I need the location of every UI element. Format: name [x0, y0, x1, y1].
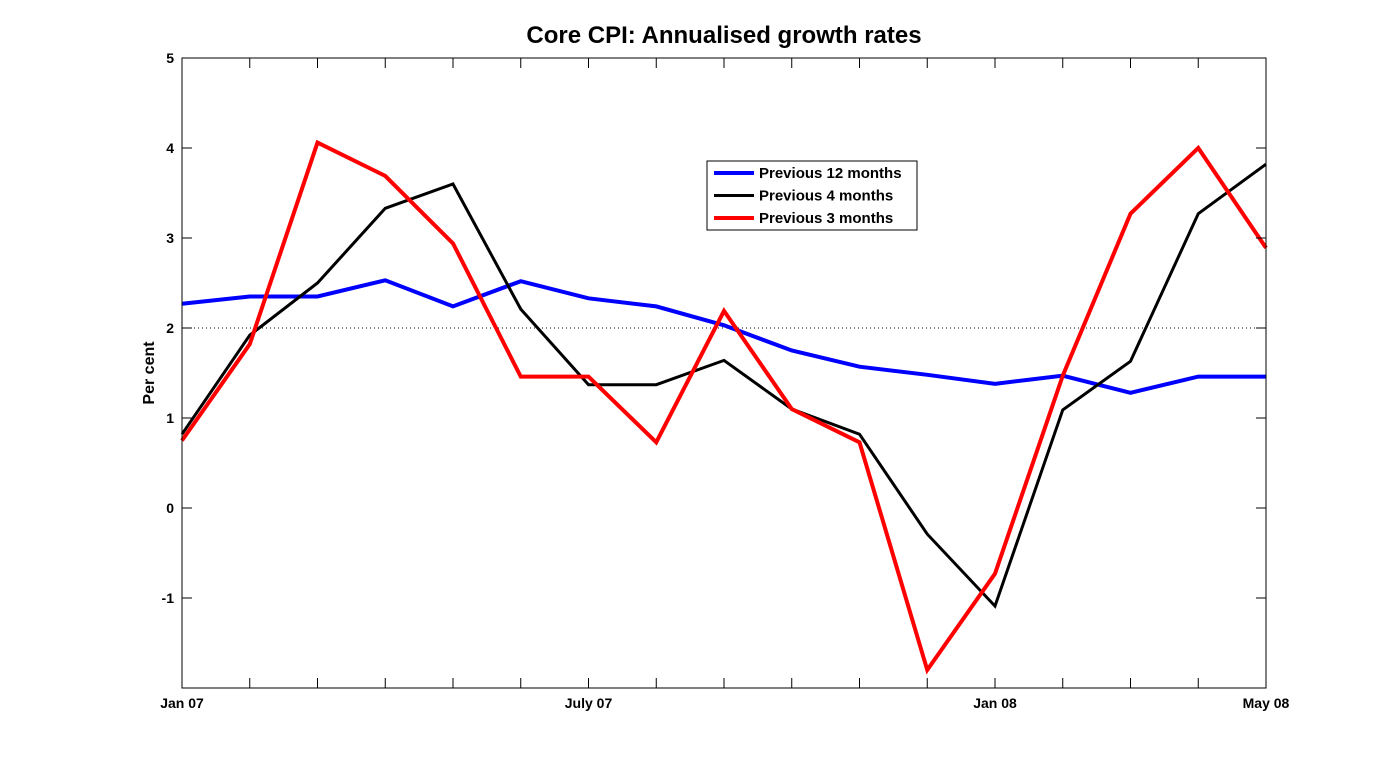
legend: Previous 12 months Previous 4 months Previ… — [706, 160, 918, 231]
y-tick-label: 1 — [166, 410, 174, 426]
legend-label: Previous 12 months — [759, 165, 902, 182]
x-tick-label: Jan 08 — [973, 695, 1017, 711]
y-axis-label: Per cent — [141, 341, 158, 405]
y-tick-label: 0 — [166, 500, 174, 516]
y-tick-label: 3 — [166, 230, 174, 246]
y-tick-label: 2 — [166, 320, 174, 336]
x-tick-label: May 08 — [1243, 695, 1290, 711]
plot-area-frame — [181, 57, 1267, 689]
series-line-previous-12-months — [181, 278, 1266, 395]
legend-label: Previous 3 months — [759, 210, 893, 227]
legend-label: Previous 4 months — [759, 188, 893, 205]
x-tick-label: July 07 — [565, 695, 613, 711]
y-tick-label: 5 — [166, 50, 174, 66]
chart-title: Core CPI: Annualised growth rates — [526, 22, 921, 49]
x-tick-label: Jan 07 — [160, 695, 204, 711]
y-tick-label: 4 — [166, 140, 174, 156]
series-line-previous-4-months — [180, 162, 1267, 609]
y-tick-label: -1 — [162, 590, 175, 606]
series-line-previous-3-months — [180, 139, 1268, 675]
